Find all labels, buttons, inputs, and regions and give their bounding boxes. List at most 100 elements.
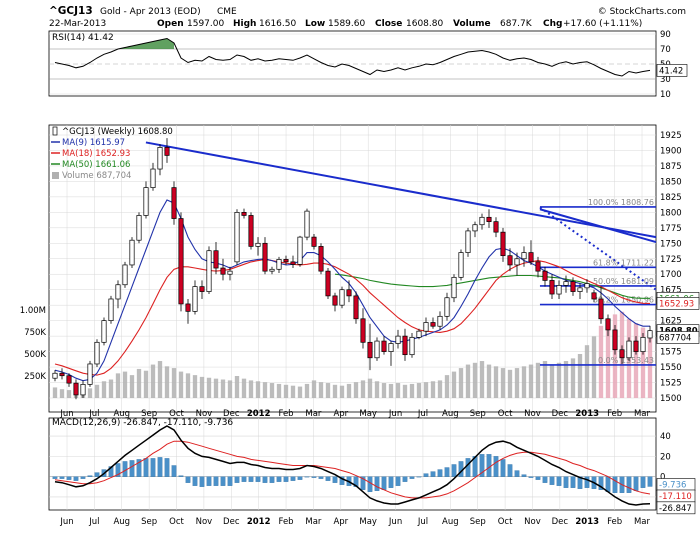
legend-entry: Volume 687,704 bbox=[62, 171, 131, 181]
fib-label: 38.2% 1650.96 bbox=[593, 296, 654, 305]
candle-body bbox=[276, 259, 282, 270]
macd-tag-text: -17.110 bbox=[659, 492, 692, 502]
price-candle bbox=[290, 255, 296, 269]
macd-histogram-bar bbox=[52, 476, 58, 479]
volume-bar bbox=[409, 383, 415, 398]
volume-bar bbox=[122, 371, 128, 398]
x-axis-label-top: Sep bbox=[470, 409, 486, 419]
price-candle bbox=[486, 209, 492, 228]
price-candle bbox=[598, 286, 604, 324]
rsi-tag-text: 41.42 bbox=[659, 66, 683, 76]
price-candle bbox=[605, 314, 611, 337]
candle-body bbox=[164, 147, 170, 156]
price-candle bbox=[262, 237, 268, 275]
macd-histogram-bar bbox=[171, 465, 177, 477]
price-candle bbox=[157, 144, 163, 176]
candle-body bbox=[143, 187, 149, 216]
candle-body bbox=[332, 295, 338, 306]
ma9-line bbox=[54, 199, 650, 382]
candle-body bbox=[458, 252, 464, 278]
macd-histogram-bar bbox=[129, 460, 135, 477]
macd-histogram-bar bbox=[332, 476, 338, 483]
candle-body bbox=[192, 286, 198, 312]
candle-body bbox=[500, 231, 506, 257]
candle-body bbox=[535, 261, 541, 272]
price-candle bbox=[234, 209, 240, 265]
fib-label: 0.0% 1553.43 bbox=[598, 356, 654, 365]
volume-bar bbox=[192, 375, 198, 398]
candle-body bbox=[304, 210, 310, 238]
volume-bar bbox=[500, 368, 506, 398]
candle-body bbox=[213, 250, 219, 269]
price-candle bbox=[619, 345, 625, 364]
date-label: 22-Mar-2013 bbox=[49, 19, 106, 29]
price-tick-label: 1875 bbox=[660, 162, 682, 172]
macd-histogram-bar bbox=[297, 476, 303, 480]
price-candle bbox=[178, 212, 184, 312]
macd-histogram-bar bbox=[367, 476, 373, 492]
macd-histogram-bar bbox=[136, 459, 142, 477]
volume-bar bbox=[101, 381, 107, 398]
x-axis-label-bottom: Sep bbox=[470, 517, 486, 527]
price-candle bbox=[136, 212, 142, 244]
price-candle bbox=[52, 370, 58, 382]
volume-bar bbox=[94, 384, 100, 398]
volume-bar bbox=[451, 371, 457, 398]
volume-bar bbox=[479, 361, 485, 398]
price-candle bbox=[493, 217, 499, 238]
macd-histogram-bar bbox=[304, 476, 310, 478]
x-axis-label-top: Jun bbox=[59, 409, 73, 419]
volume-tick-label: 500K bbox=[24, 350, 46, 360]
price-candle bbox=[164, 138, 170, 163]
candle-body bbox=[101, 320, 107, 343]
candle-body bbox=[584, 283, 590, 289]
price-tag-box bbox=[656, 331, 700, 344]
price-candle bbox=[381, 336, 387, 355]
x-axis-label-top: 2013 bbox=[575, 409, 599, 419]
candle-body bbox=[115, 284, 121, 300]
price-tick-label: 1625 bbox=[660, 317, 682, 327]
price-candle bbox=[339, 286, 345, 309]
volume-bar bbox=[213, 378, 219, 398]
macd-histogram-bar bbox=[157, 457, 163, 477]
macd-histogram-bar bbox=[451, 464, 457, 477]
price-candle bbox=[241, 208, 247, 219]
x-axis-label-top: Mar bbox=[634, 409, 651, 419]
candle-body bbox=[199, 286, 205, 292]
macd-histogram-bar bbox=[612, 476, 618, 493]
price-candle bbox=[150, 162, 156, 191]
candle-body bbox=[80, 384, 86, 396]
rsi-tick-label: 30 bbox=[660, 75, 671, 85]
price-candle bbox=[633, 336, 639, 355]
volume-bar bbox=[178, 371, 184, 398]
price-tag-text: 687704 bbox=[659, 333, 691, 343]
x-axis-label-top: Dec bbox=[552, 409, 569, 419]
volume-bar bbox=[640, 327, 646, 398]
macd-histogram-bar bbox=[73, 476, 79, 481]
volume-bar bbox=[444, 375, 450, 398]
macd-histogram-bar bbox=[577, 476, 583, 489]
trendline bbox=[539, 208, 657, 244]
volume-bar bbox=[297, 386, 303, 398]
candle-body bbox=[612, 329, 618, 351]
price-candle bbox=[304, 208, 310, 241]
x-axis-label-bottom: 2013 bbox=[575, 517, 599, 527]
macd-histogram-bar bbox=[647, 476, 653, 487]
price-candle bbox=[318, 243, 324, 275]
candle-body bbox=[465, 230, 471, 253]
macd-histogram-bar bbox=[178, 475, 184, 477]
price-tick-label: 1575 bbox=[660, 348, 682, 358]
rsi-tick-label: 70 bbox=[660, 45, 671, 55]
macd-histogram-bar bbox=[556, 476, 562, 486]
price-tick-label: 1550 bbox=[660, 363, 682, 373]
candle-body bbox=[325, 270, 331, 297]
price-candle bbox=[66, 373, 72, 387]
volume-bar bbox=[220, 379, 226, 398]
rsi-panel: 907050301041.42 bbox=[49, 30, 688, 100]
price-candle bbox=[80, 380, 86, 398]
x-axis-label-bottom: Jun bbox=[59, 517, 73, 527]
candle-body bbox=[346, 289, 352, 297]
volume-bar bbox=[150, 364, 156, 398]
macd-histogram-bar bbox=[290, 476, 296, 481]
fib-label: 100.0% 1808.76 bbox=[588, 198, 654, 207]
